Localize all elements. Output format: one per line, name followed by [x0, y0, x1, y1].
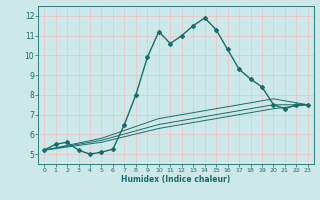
X-axis label: Humidex (Indice chaleur): Humidex (Indice chaleur)	[121, 175, 231, 184]
